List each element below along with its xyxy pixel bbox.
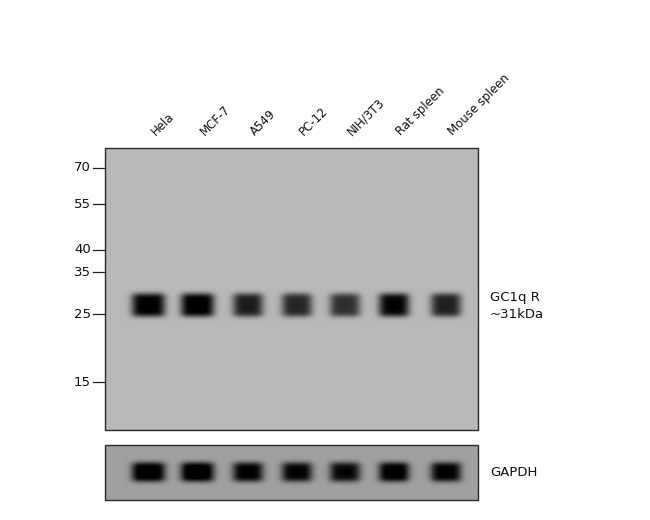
Text: 15: 15 [74,375,91,388]
Text: Hela: Hela [149,110,177,138]
Text: ~31kDa: ~31kDa [490,308,544,321]
Text: Rat spleen: Rat spleen [394,85,447,138]
Text: Mouse spleen: Mouse spleen [446,72,512,138]
Bar [105,148,478,430]
Text: 40: 40 [74,243,91,256]
Text: 25: 25 [74,308,91,321]
Text: NIH/3T3: NIH/3T3 [345,96,387,138]
Text: 55: 55 [74,198,91,211]
Text: GAPDH: GAPDH [490,465,538,478]
Bar [105,445,478,500]
Text: GC1q R: GC1q R [490,291,540,304]
Text: A549: A549 [248,107,279,138]
Text: 70: 70 [74,161,91,174]
Text: 35: 35 [74,266,91,279]
Text: PC-12: PC-12 [297,105,331,138]
Text: MCF-7: MCF-7 [198,103,233,138]
